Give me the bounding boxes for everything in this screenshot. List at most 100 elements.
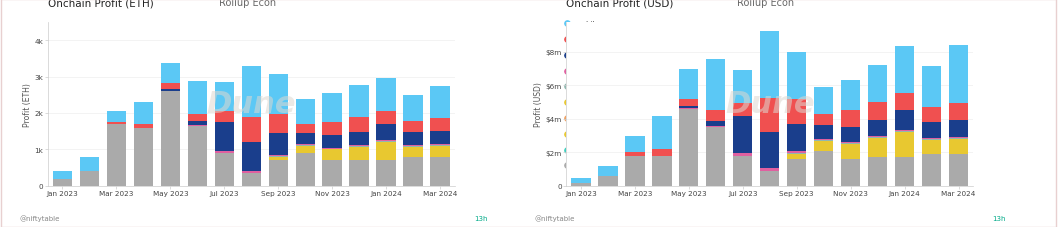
Bar bbox=[895, 94, 914, 110]
Bar bbox=[349, 145, 369, 146]
Bar bbox=[403, 146, 423, 147]
Bar bbox=[295, 125, 315, 134]
Bar bbox=[787, 100, 806, 125]
Bar bbox=[598, 176, 618, 186]
Bar bbox=[949, 121, 968, 137]
Bar bbox=[868, 136, 888, 138]
Bar bbox=[107, 112, 126, 123]
Bar bbox=[377, 142, 396, 143]
Bar bbox=[403, 157, 423, 186]
Bar bbox=[431, 157, 450, 186]
Bar bbox=[215, 153, 234, 186]
Bar bbox=[679, 109, 698, 186]
Bar bbox=[161, 92, 180, 186]
Bar bbox=[187, 115, 207, 122]
Bar bbox=[625, 153, 644, 156]
Bar bbox=[841, 144, 860, 159]
Bar bbox=[241, 66, 261, 117]
Text: Onchain Profit (USD): Onchain Profit (USD) bbox=[566, 0, 673, 8]
Text: Rollup Econ: Rollup Econ bbox=[219, 0, 276, 8]
Bar bbox=[922, 123, 942, 138]
Text: 13h: 13h bbox=[992, 215, 1006, 221]
Bar bbox=[868, 139, 888, 158]
Bar bbox=[349, 146, 369, 147]
Bar bbox=[133, 124, 153, 128]
Bar bbox=[295, 99, 315, 125]
Bar bbox=[53, 172, 72, 179]
Bar bbox=[295, 145, 315, 146]
Bar bbox=[895, 47, 914, 94]
Bar bbox=[814, 140, 834, 141]
Bar bbox=[187, 122, 207, 126]
Bar bbox=[652, 156, 672, 186]
Bar bbox=[323, 94, 342, 123]
Bar bbox=[760, 171, 780, 186]
Bar bbox=[323, 150, 342, 161]
Bar bbox=[814, 151, 834, 186]
Bar bbox=[949, 154, 968, 186]
Bar bbox=[215, 123, 234, 152]
Y-axis label: Profit (USD): Profit (USD) bbox=[534, 82, 543, 127]
Bar bbox=[733, 156, 752, 186]
Bar bbox=[215, 112, 234, 123]
Bar bbox=[895, 133, 914, 158]
Bar bbox=[841, 80, 860, 110]
Bar bbox=[706, 110, 726, 122]
Bar bbox=[187, 126, 207, 186]
Text: Rollup Econ: Rollup Econ bbox=[737, 0, 795, 8]
Bar bbox=[403, 145, 423, 146]
Text: base: base bbox=[579, 53, 596, 59]
Bar bbox=[269, 157, 288, 161]
Bar bbox=[349, 85, 369, 118]
Text: arbitrum: arbitrum bbox=[579, 21, 609, 27]
Bar bbox=[922, 108, 942, 123]
Bar bbox=[403, 147, 423, 157]
Bar bbox=[706, 60, 726, 110]
Bar bbox=[241, 143, 261, 172]
Bar bbox=[295, 134, 315, 145]
Bar bbox=[161, 64, 180, 84]
Bar bbox=[841, 110, 860, 127]
Bar bbox=[922, 139, 942, 140]
Bar bbox=[679, 106, 698, 109]
Bar bbox=[431, 119, 450, 132]
Bar bbox=[323, 149, 342, 150]
Bar bbox=[403, 96, 423, 121]
Bar bbox=[323, 148, 342, 149]
Bar bbox=[215, 83, 234, 112]
Bar bbox=[841, 127, 860, 142]
Bar bbox=[814, 126, 834, 139]
Bar bbox=[241, 117, 261, 143]
Bar bbox=[269, 133, 288, 155]
Bar bbox=[706, 122, 726, 127]
Bar bbox=[949, 137, 968, 138]
Bar bbox=[949, 45, 968, 104]
Bar bbox=[431, 132, 450, 144]
Bar bbox=[949, 104, 968, 121]
Bar bbox=[187, 82, 207, 115]
Bar bbox=[377, 143, 396, 161]
Text: op mainnet: op mainnet bbox=[579, 37, 619, 43]
Text: zksync era: zksync era bbox=[579, 84, 617, 90]
Bar bbox=[895, 158, 914, 186]
Bar bbox=[814, 87, 834, 114]
Bar bbox=[133, 103, 153, 124]
Bar bbox=[868, 158, 888, 186]
Bar bbox=[895, 110, 914, 130]
Bar bbox=[760, 132, 780, 169]
Bar bbox=[625, 156, 644, 186]
Bar bbox=[868, 138, 888, 139]
Bar bbox=[241, 173, 261, 186]
Bar bbox=[571, 179, 590, 183]
Bar bbox=[760, 99, 780, 132]
Bar bbox=[652, 149, 672, 156]
Text: Dune: Dune bbox=[725, 90, 815, 119]
Text: Dune: Dune bbox=[206, 90, 296, 119]
Bar bbox=[787, 153, 806, 154]
Text: @niftytable: @niftytable bbox=[19, 215, 59, 221]
Bar bbox=[403, 121, 423, 132]
Bar bbox=[431, 144, 450, 146]
Bar bbox=[895, 130, 914, 132]
Bar bbox=[323, 123, 342, 135]
Bar bbox=[922, 138, 942, 139]
